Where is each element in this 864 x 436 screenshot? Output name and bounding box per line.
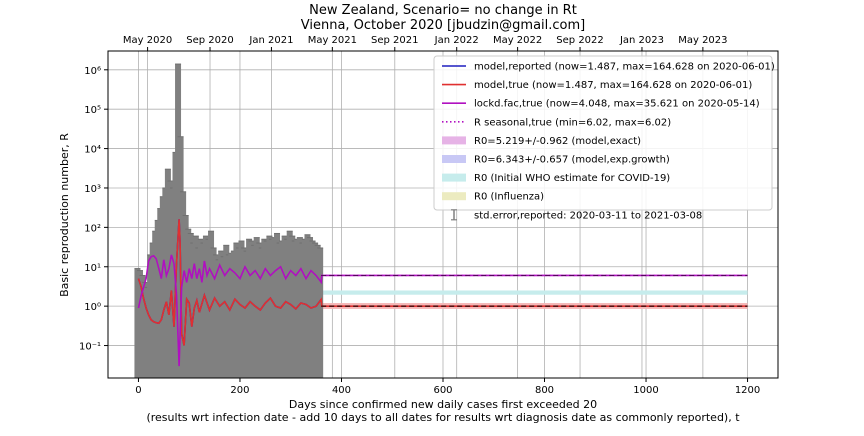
legend-label-r0-influenza: R0 (Influenza) bbox=[474, 192, 544, 203]
y-tick-label: 10⁴ bbox=[84, 145, 101, 156]
legend-swatch-r0-influenza bbox=[442, 192, 466, 201]
chart-subtitle: Vienna, October 2020 [jbudzin@gmail.com] bbox=[301, 18, 585, 33]
legend-label-r0-6-343-0-657-model-exp-growth: R0=6.343+/-0.657 (model,exp.growth) bbox=[474, 155, 670, 166]
y-tick-label: 10¹ bbox=[84, 263, 101, 274]
legend-label-lockd-fac-true-now-4-048-max-35-621-on-2: lockd.fac,true (now=4.048, max=35.621 on… bbox=[474, 99, 760, 110]
y-tick-label: 10⁶ bbox=[84, 66, 101, 77]
top-tick-label: Sep 2020 bbox=[186, 35, 233, 46]
x-tick-label: 200 bbox=[230, 385, 249, 396]
chart-title: New Zealand, Scenario= no change in Rt bbox=[309, 3, 577, 18]
y-tick-label: 10⁵ bbox=[84, 105, 101, 116]
x-tick-label: 1000 bbox=[633, 385, 658, 396]
top-tick-label: Sep 2021 bbox=[371, 35, 418, 46]
x-axis-label: Days since confirmed new daily cases fir… bbox=[289, 398, 597, 411]
x-axis-label-note: (results wrt infection date - add 10 day… bbox=[146, 411, 740, 424]
legend-label-std-error-reported-2020-03-11-to-2021-03: std.error,reported: 2020-03-11 to 2021-0… bbox=[474, 210, 702, 221]
top-tick-label: May 2021 bbox=[308, 35, 357, 46]
x-tick-label: 0 bbox=[135, 385, 141, 396]
series-line-lockd-fac-true-now-4-048-max-35-621-on-2 bbox=[137, 254, 748, 367]
band-r0-initial-who-estimate-for-covid-19 bbox=[138, 290, 748, 295]
top-tick-label: May 2022 bbox=[493, 35, 542, 46]
error-bar bbox=[317, 247, 324, 378]
legend-label-r0-5-219-0-962-model-exact: R0=5.219+/-0.962 (model,exact) bbox=[474, 136, 641, 147]
legend-swatch-r0-initial-who-estimate-for-covid-19 bbox=[442, 173, 466, 182]
legend-label-r0-initial-who-estimate-for-covid-19: R0 (Initial WHO estimate for COVID-19) bbox=[474, 173, 670, 184]
y-tick-label: 10² bbox=[84, 223, 101, 234]
legend-swatch-r0-6-343-0-657-model-exp-growth bbox=[442, 155, 466, 163]
y-tick-label: 10³ bbox=[84, 184, 101, 195]
top-tick-label: Jan 2021 bbox=[248, 35, 293, 46]
x-tick-label: 400 bbox=[332, 385, 351, 396]
y-axis-label: Basic reproduction number, R bbox=[58, 133, 71, 297]
legend-label-model-true-now-1-487-max-164-628-on-2020: model,true (now=1.487, max=164.628 on 20… bbox=[474, 80, 752, 91]
top-tick-label: Sep 2022 bbox=[556, 35, 603, 46]
series-line-model-true-now-1-487-max-164-628-on-2020 bbox=[137, 219, 748, 346]
top-tick-label: May 2020 bbox=[123, 35, 172, 46]
legend-label-r-seasonal-true-min-6-02-max-6-02: R seasonal,true (min=6.02, max=6.02) bbox=[474, 117, 671, 128]
x-tick-label: 1200 bbox=[735, 385, 760, 396]
top-tick-label: May 2023 bbox=[678, 35, 727, 46]
y-tick-label: 10⁰ bbox=[84, 302, 101, 313]
x-tick-label: 600 bbox=[433, 385, 452, 396]
legend-label-model-reported-now-1-487-max-164-628-on-: model,reported (now=1.487, max=164.628 o… bbox=[474, 62, 775, 73]
top-tick-label: Jan 2022 bbox=[434, 35, 479, 46]
legend-swatch-r0-5-219-0-962-model-exact bbox=[442, 136, 466, 145]
top-tick-label: Jan 2023 bbox=[619, 35, 664, 46]
y-tick-label: 10⁻¹ bbox=[79, 342, 101, 353]
legend-box bbox=[433, 55, 773, 211]
x-tick-label: 800 bbox=[535, 385, 554, 396]
